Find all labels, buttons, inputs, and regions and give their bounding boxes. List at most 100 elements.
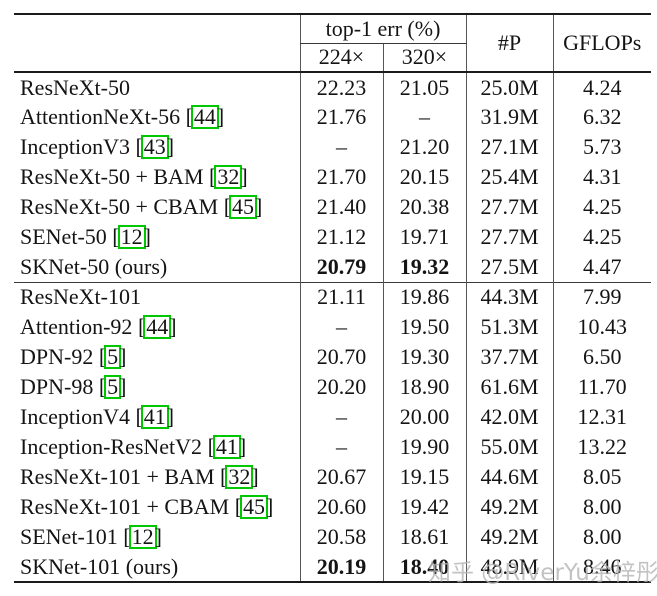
citation-link[interactable]: 45 <box>229 194 258 220</box>
err-224-cell: 20.60 <box>299 492 383 522</box>
model-name-cell: Attention-92 [44] <box>20 313 177 340</box>
err-320-cell: 18.40 <box>382 552 466 582</box>
gflops-cell: 4.25 <box>552 222 651 252</box>
err-320-cell: 19.42 <box>382 492 466 522</box>
table-row: ResNeXt-50 + BAM [32] 21.70 20.15 25.4M 4.31 <box>14 162 651 192</box>
params-cell: 48.9M <box>465 552 553 582</box>
table-row: ResNeXt-101 21.11 19.86 44.3M 7.99 <box>14 281 651 312</box>
gflops-cell: 8.46 <box>552 552 651 582</box>
results-table: top-1 err (%) #P GFLOPs 224× 320× ResNeX… <box>14 13 651 583</box>
model-name-cell: SENet-101 [12] <box>20 523 162 550</box>
model-name-cell: SKNet-101 (ours) <box>20 553 179 579</box>
table-row: ResNeXt-50 + CBAM [45] 21.40 20.38 27.7M 4.2… <box>14 192 651 222</box>
model-name-cell: DPN-98 [5] <box>20 373 127 400</box>
gflops-cell: 8.00 <box>552 522 651 552</box>
gflops-cell: 13.22 <box>552 432 651 462</box>
params-cell: 27.1M <box>465 132 553 162</box>
err-320-cell: 19.71 <box>382 222 466 252</box>
params-cell: 37.7M <box>465 342 553 372</box>
citation-link[interactable]: 32 <box>225 464 254 490</box>
model-name-cell: ResNeXt-50 <box>20 74 130 100</box>
gflops-cell: 12.31 <box>552 402 651 432</box>
citation-link[interactable]: 12 <box>117 224 146 250</box>
err-224-cell: 20.58 <box>299 522 383 552</box>
model-name-cell: ResNeXt-101 <box>14 281 300 312</box>
params-cell: 49.2M <box>465 492 553 522</box>
table-row: ResNeXt-50 22.23 21.05 25.0M 4.24 <box>14 72 651 102</box>
citation-link[interactable]: 32 <box>214 164 243 190</box>
params-cell: 55.0M <box>465 432 553 462</box>
table-row: DPN-92 [5] 20.70 19.30 37.7M 6.50 <box>14 342 651 372</box>
citation-link[interactable]: 44 <box>190 104 219 130</box>
params-cell: 51.3M <box>465 312 553 342</box>
err-320-cell: – <box>382 102 466 132</box>
model-name-cell: ResNeXt-101 + CBAM [45] <box>20 493 274 520</box>
gflops-cell: 4.47 <box>552 252 651 282</box>
params-cell: 44.6M <box>465 462 553 492</box>
citation-link[interactable]: 44 <box>143 314 172 340</box>
err-224-cell: – <box>299 402 383 432</box>
err-320-cell: 18.90 <box>382 372 466 402</box>
err-224-cell: 22.23 <box>299 72 383 102</box>
params-cell: 25.4M <box>465 162 553 192</box>
err-320-cell: 20.15 <box>382 162 466 192</box>
params-cell: 27.5M <box>465 252 553 282</box>
citation-link[interactable]: 5 <box>104 374 122 400</box>
gflops-cell: 6.32 <box>552 102 651 132</box>
err-320-cell: 19.32 <box>382 252 466 282</box>
err-224-cell: – <box>299 432 383 462</box>
model-name-cell: ResNeXt-101 + BAM [32] <box>20 463 259 490</box>
header-top1-err: top-1 err (%) <box>299 14 466 44</box>
err-224-cell: 21.12 <box>299 222 383 252</box>
gflops-cell: 4.24 <box>552 72 651 102</box>
table-row: AttentionNeXt-56 [44] 21.76–31.9M 6.32 <box>14 102 651 132</box>
err-320-cell: 19.15 <box>382 462 466 492</box>
gflops-cell: 8.05 <box>552 462 651 492</box>
model-name-cell: InceptionV3 [43] <box>20 133 175 160</box>
params-cell: 61.6M <box>465 372 553 402</box>
err-320-cell: 19.90 <box>382 432 466 462</box>
gflops-cell: 4.25 <box>552 192 651 222</box>
model-name-cell: Inception-ResNetV2 [41] <box>20 433 247 460</box>
err-320-cell: 20.00 <box>382 402 466 432</box>
citation-link[interactable]: 41 <box>212 434 241 460</box>
table-row: SKNet-101 (ours) 20.19 18.40 48.9M 8.46 <box>14 552 651 582</box>
err-320-cell: 20.38 <box>382 192 466 222</box>
citation-link[interactable]: 45 <box>240 494 269 520</box>
params-cell: 25.0M <box>465 72 553 102</box>
table-row: Attention-92 [44] –19.50 51.3M 10.43 <box>14 312 651 342</box>
err-224-cell: – <box>299 132 383 162</box>
err-224-cell: 20.19 <box>299 552 383 582</box>
gflops-cell: 10.43 <box>552 312 651 342</box>
err-224-cell: 21.40 <box>299 192 383 222</box>
model-name-cell: SENet-50 [12] <box>20 223 151 250</box>
header-res-320: 320× <box>382 43 466 73</box>
model-name-cell: ResNeXt-50 + CBAM [45] <box>20 193 263 220</box>
header-gflops: GFLOPs <box>552 14 651 73</box>
table-row: ResNeXt-101 + BAM [32] 20.67 19.15 44.6M 8.0… <box>14 462 651 492</box>
citation-link[interactable]: 12 <box>128 524 157 550</box>
citation-link[interactable]: 43 <box>140 134 169 160</box>
table-header: top-1 err (%) #P GFLOPs 224× 320× <box>14 14 651 73</box>
model-name-cell: DPN-92 [5] <box>20 343 127 370</box>
gflops-cell: 5.73 <box>552 132 651 162</box>
model-name-cell: SKNet-50 (ours) <box>20 253 168 279</box>
err-224-cell: 21.76 <box>299 102 383 132</box>
params-cell: 27.7M <box>465 222 553 252</box>
params-cell: 42.0M <box>465 402 553 432</box>
table-row: Inception-ResNetV2 [41] –19.90 55.0M 13.22 <box>14 432 651 462</box>
citation-link[interactable]: 41 <box>140 404 169 430</box>
err-320-cell: 18.61 <box>382 522 466 552</box>
citation-link[interactable]: 5 <box>104 344 122 370</box>
model-name-cell: ResNeXt-50 + BAM [32] <box>20 163 248 190</box>
gflops-cell: 4.31 <box>552 162 651 192</box>
gflops-cell: 11.70 <box>552 372 651 402</box>
err-224-cell: 20.20 <box>299 372 383 402</box>
header-model-blank <box>14 14 300 73</box>
err-224-cell: 21.11 <box>299 281 383 312</box>
table-row: InceptionV4 [41] –20.00 42.0M 12.31 <box>14 402 651 432</box>
err-224-cell: 20.70 <box>299 342 383 372</box>
table-body: ResNeXt-50 22.23 21.05 25.0M 4.24 AttentionNe… <box>14 72 651 582</box>
header-res-224: 224× <box>299 43 383 73</box>
params-cell: 31.9M <box>465 102 553 132</box>
